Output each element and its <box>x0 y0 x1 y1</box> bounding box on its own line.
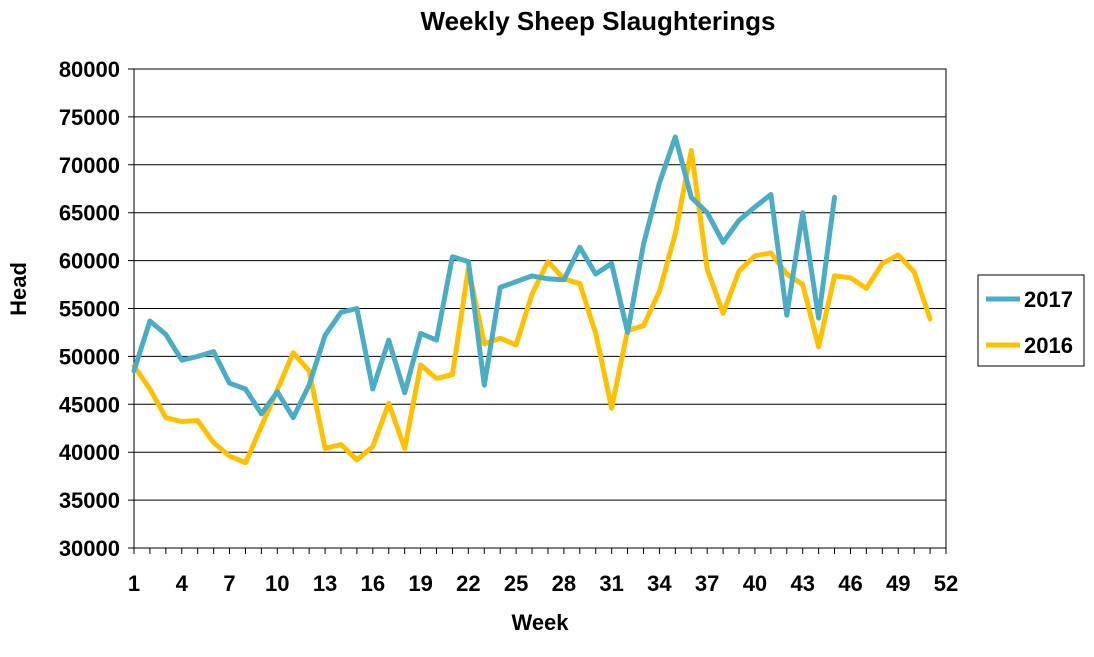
x-tick-label: 34 <box>647 571 672 596</box>
legend-box <box>977 274 1085 367</box>
x-tick-label: 49 <box>886 571 910 596</box>
series-line-2016 <box>131 147 933 466</box>
x-tick-label: 4 <box>176 571 189 596</box>
y-tick-label: 70000 <box>59 153 120 178</box>
chart-title: Weekly Sheep Slaughterings <box>421 6 776 36</box>
legend-label-2017: 2017 <box>1024 287 1073 312</box>
axis-ticks: 30000 35000 40000 45000 50000 55000 60000 65000… <box>59 57 958 596</box>
x-tick-label: 43 <box>790 571 814 596</box>
x-tick-label: 10 <box>265 571 289 596</box>
x-tick-label: 22 <box>456 571 480 596</box>
y-tick-label: 65000 <box>59 201 120 226</box>
legend: 2017 2016 <box>977 274 1085 367</box>
x-tick-label: 40 <box>743 571 767 596</box>
x-tick-label: 13 <box>313 571 337 596</box>
gridlines <box>128 68 946 549</box>
y-tick-label: 30000 <box>59 536 120 561</box>
plot-area <box>133 68 947 549</box>
x-tick-label: 37 <box>695 571 719 596</box>
y-tick-label: 45000 <box>59 392 120 417</box>
x-tick-label: 16 <box>361 571 385 596</box>
x-tick-label: 52 <box>934 571 958 596</box>
x-tick-label: 28 <box>552 571 576 596</box>
x-tick-label: 46 <box>838 571 862 596</box>
x-tick-label: 25 <box>504 571 528 596</box>
x-axis-title: Week <box>511 610 569 635</box>
y-tick-label: 80000 <box>59 57 120 82</box>
x-tick-label: 19 <box>408 571 432 596</box>
x-tick-label: 7 <box>223 571 235 596</box>
x-tick-label: 31 <box>599 571 623 596</box>
y-tick-label: 55000 <box>59 297 120 322</box>
y-tick-label: 75000 <box>59 105 120 130</box>
y-tick-label: 35000 <box>59 488 120 513</box>
series-lines <box>131 134 933 466</box>
y-axis-title: Head <box>6 262 31 316</box>
y-tick-label: 40000 <box>59 440 120 465</box>
legend-label-2016: 2016 <box>1024 333 1073 358</box>
x-tick-label: 1 <box>128 571 140 596</box>
y-tick-label: 60000 <box>59 249 120 274</box>
y-tick-label: 50000 <box>59 344 120 369</box>
series-line-2017 <box>131 134 837 421</box>
